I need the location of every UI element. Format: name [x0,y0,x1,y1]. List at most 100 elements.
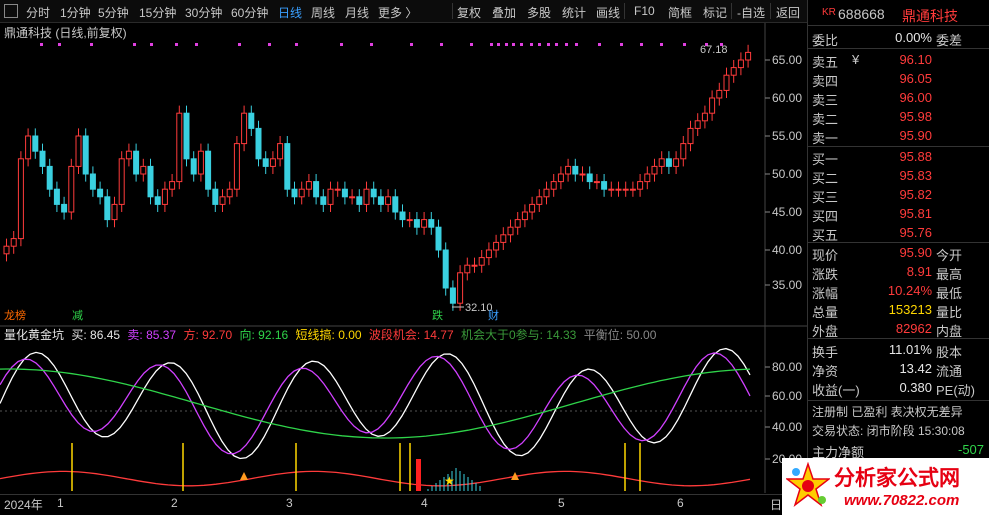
candle-body [406,219,413,222]
tool-button-9[interactable]: 返回 [776,6,801,20]
candle-body [428,219,435,228]
candle-body [356,196,363,205]
candle-body [147,165,154,198]
candle-body [75,135,82,167]
candle-body [665,158,672,167]
period-tab-8[interactable]: 月线 [345,6,370,20]
period-tab-2[interactable]: 5分钟 [98,6,129,20]
candle-body [32,135,39,152]
tool-button-2[interactable]: 多股 [527,6,552,20]
candle-body [46,165,53,190]
signal-dot [90,43,93,46]
candle-body [125,150,132,160]
candle-body [169,181,176,190]
candle-body [529,203,536,213]
tool-button-3[interactable]: 统计 [562,6,587,20]
candle-body [219,196,226,205]
tool-button-0[interactable]: 复权 [457,6,482,20]
layout-icon[interactable] [4,4,18,18]
tool-button-4[interactable]: 画线 [596,6,621,20]
stat-row: 现价 95.90 今开 [812,245,963,263]
event-marker-die: 跌 [432,308,443,322]
candle-body [248,112,255,129]
candle-body [291,188,298,198]
candle-body [226,188,233,198]
period-tab-3[interactable]: 15分钟 [139,6,177,20]
candle-body [493,241,500,251]
tool-button-8[interactable]: -自选 [737,6,765,20]
candle-body [658,158,665,167]
candle-body [241,112,248,145]
watermark-title: 分析家公式网 [834,466,960,490]
stat-row: 外盘 82962 内盘 [812,321,963,339]
kline-chart[interactable]: 65.00 60.00 55.00 50.00 45.00 40.00 35.00 80.00… [0,23,807,513]
candle-body [334,188,341,191]
tool-button-7[interactable]: 标记 [703,6,728,20]
stock-name: 鼎通科技 [902,8,958,24]
period-tab-5[interactable]: 60分钟 [231,6,269,20]
signal-dot [538,43,541,46]
y-tick-label: 50.00 [772,167,802,181]
signal-dot [575,43,578,46]
stock-code: 688668 [838,6,885,22]
date-may: 5 [558,496,565,510]
stock-tags: 注册制 已盈利 表决权无差异 [812,405,963,419]
candle-body [565,165,572,175]
period-tab-6[interactable]: 日线 [278,6,303,20]
bid-row: 买四 95.81 [812,206,932,224]
low-price-label: 32.10 [465,302,493,314]
candle-body [586,173,593,183]
candle-body [277,143,284,160]
period-tab-4[interactable]: 30分钟 [185,6,223,20]
candle-body [385,196,392,205]
ask-row: 卖四 96.05 [812,71,932,89]
indicator-sell: 卖: 85.37 [127,328,177,342]
fundamental-row: 净资 13.42 流通 [812,361,963,379]
signal-dot [58,43,61,46]
signal-dot [133,43,136,46]
candle-body [104,196,111,221]
candle-body [680,143,687,160]
candle-body [363,188,370,205]
candle-body [392,196,399,213]
tool-button-6[interactable]: 简框 [668,6,693,20]
candle-body [745,51,752,61]
candle-body [737,59,744,69]
indicator-band: 波段机会: 14.77 [368,328,454,342]
candle-body [61,203,68,213]
signal-dot [175,43,178,46]
signal-dot [555,43,558,46]
candle-body [579,173,586,176]
candle-body [190,158,197,175]
tool-button-5[interactable]: F10 [634,4,655,18]
candle-body [68,165,75,213]
candle-body [341,188,348,198]
period-tab-0[interactable]: 分时 [26,6,51,20]
ask-row: 卖五 ¥96.10 [812,52,932,70]
signal-dot [598,43,601,46]
candle-body [10,238,17,247]
indicator-chance: 机会大于0参与: 14.33 [460,328,577,342]
candle-body [89,173,96,190]
bid-row: 买一 95.88 [812,149,932,167]
tool-button-1[interactable]: 叠加 [492,6,517,20]
candle-body [651,165,658,175]
period-tab-9[interactable]: 更多 〉 [378,6,418,20]
indicator-legend: 量化黄金坑 买: 86.45 卖: 85.37 方: 92.70 向: 92.1… [4,326,660,343]
y-tick-label: 40.00 [772,243,802,257]
date-mar: 3 [286,496,293,510]
y-tick-label: 55.00 [772,129,802,143]
candle-body [305,181,312,190]
signal-dot [640,43,643,46]
buy-line [0,347,751,460]
y-tick-label: 35.00 [772,278,802,292]
star-logo-icon [786,462,830,508]
period-toolbar: 分时 1分钟 5分钟 15分钟 30分钟 60分钟 日线 周线 月线 更多 〉 复权 叠加 多股 统计画… [0,0,807,23]
indicator-tick-label: 80.00 [772,360,802,374]
big-signal-bar [416,459,421,491]
period-tab-7[interactable]: 周线 [311,6,336,20]
chart-title: 鼎通科技 (日线,前复权) [4,26,127,40]
candle-body [262,158,269,167]
candle-body [435,226,442,251]
period-tab-1[interactable]: 1分钟 [60,6,91,20]
